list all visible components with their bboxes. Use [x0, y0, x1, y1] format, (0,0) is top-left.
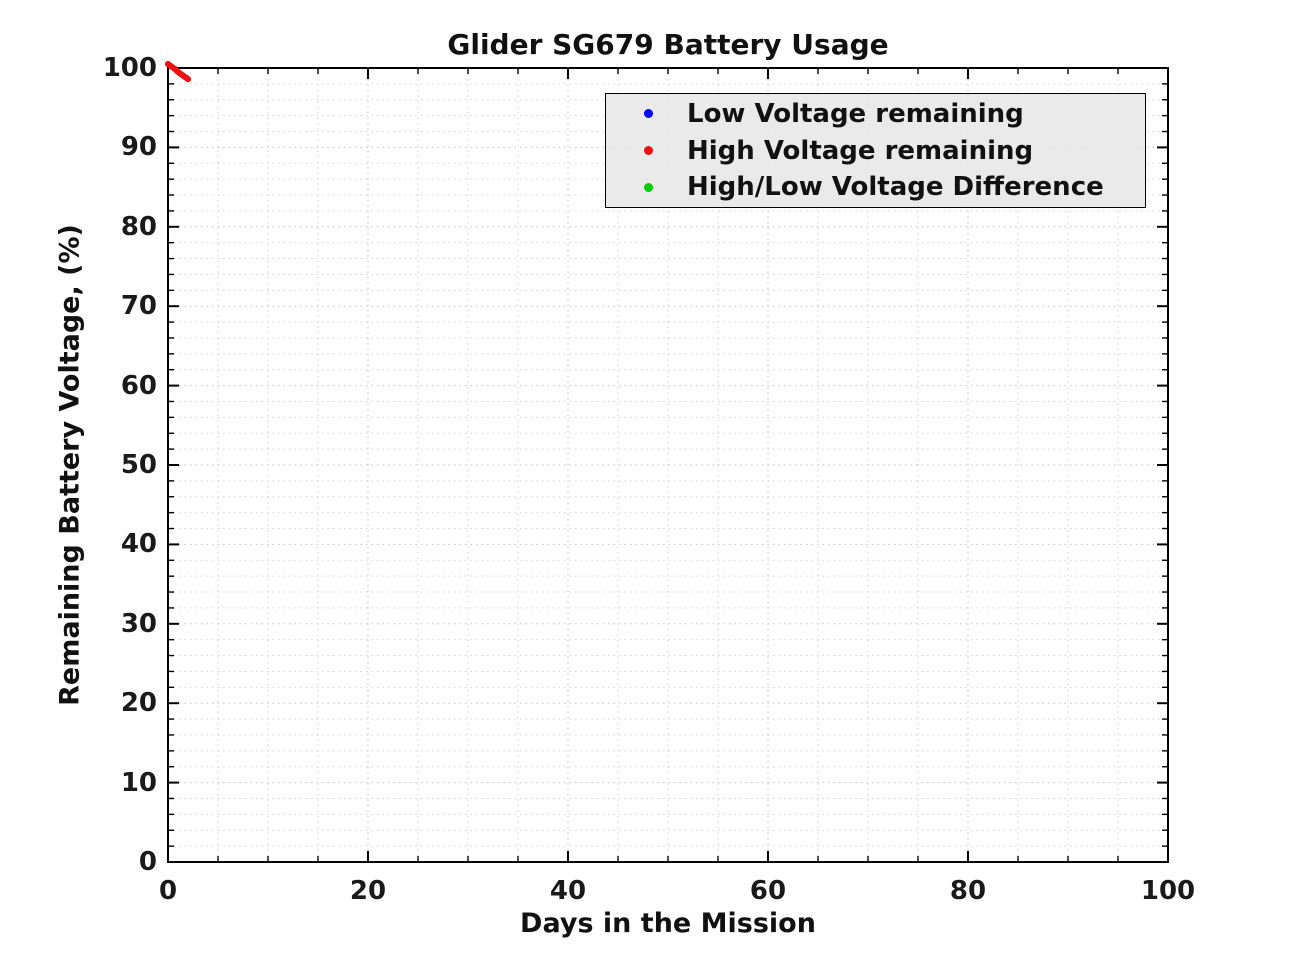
- x-tick-label: 40: [549, 876, 587, 906]
- x-tick-label: 80: [949, 876, 987, 906]
- y-tick-label: 0: [138, 847, 157, 877]
- legend-label: High/Low Voltage Difference: [687, 172, 1104, 203]
- y-tick-label: 30: [120, 608, 157, 639]
- legend-dot-icon: [644, 182, 653, 192]
- y-tick-label: 80: [120, 211, 157, 242]
- chart-title: Glider SG679 Battery Usage: [447, 28, 889, 61]
- x-axis-label: Days in the Mission: [520, 908, 816, 939]
- y-tick-label: 50: [120, 450, 157, 480]
- y-tick-label: 10: [120, 767, 157, 798]
- legend-entry-high-voltage: High Voltage remaining: [606, 134, 1145, 168]
- y-tick-label: 100: [102, 53, 157, 83]
- y-tick-label: 20: [120, 688, 157, 719]
- legend-entry-low-voltage: Low Voltage remaining: [606, 97, 1145, 131]
- legend-dot-icon: [644, 146, 653, 155]
- x-tick-label: 0: [158, 876, 178, 906]
- x-tick-label: 60: [749, 876, 787, 906]
- x-tick-label: 20: [349, 876, 387, 906]
- y-tick-label: 60: [120, 370, 157, 401]
- legend-label: High Voltage remaining: [687, 135, 1034, 166]
- y-tick-label: 40: [120, 529, 157, 560]
- y-tick-label: 90: [120, 132, 157, 163]
- legend-dot-icon: [644, 109, 653, 119]
- data-point: [185, 76, 191, 83]
- legend-label: Low Voltage remaining: [687, 98, 1024, 129]
- legend-entry-difference: High/Low Voltage Difference: [606, 170, 1145, 204]
- legend: Low Voltage remaining High Voltage remai…: [605, 93, 1146, 208]
- y-tick-label: 70: [120, 291, 157, 322]
- x-tick-label: 100: [1140, 876, 1196, 906]
